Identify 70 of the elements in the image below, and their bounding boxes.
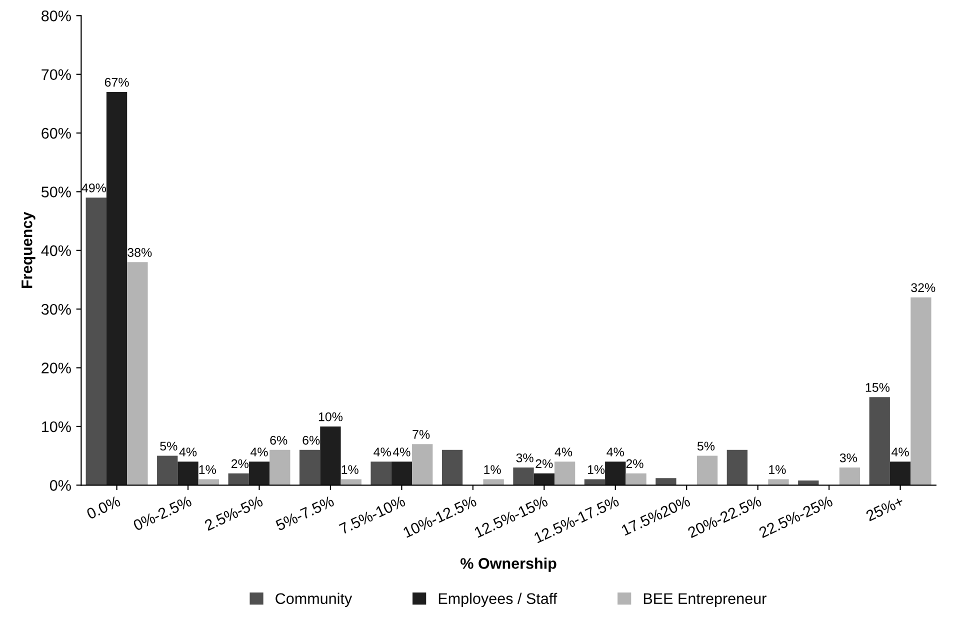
y-tick-label: 40% <box>41 245 71 256</box>
bar <box>656 478 676 486</box>
y-tick-label: 70% <box>42 69 71 80</box>
data-label: 1% <box>484 465 501 474</box>
data-label: 6% <box>302 436 320 445</box>
y-tick-label: 50% <box>41 186 71 198</box>
bar <box>127 262 148 486</box>
data-label: 3% <box>516 453 534 462</box>
bar <box>554 462 576 486</box>
bar <box>270 450 290 486</box>
bar <box>299 450 320 486</box>
data-label: 10% <box>318 412 343 422</box>
bar <box>157 456 178 486</box>
data-label: 4% <box>250 448 268 456</box>
data-label: 4% <box>179 448 197 456</box>
data-label: 6% <box>270 436 288 445</box>
data-label: 15% <box>866 383 890 392</box>
bar <box>106 92 128 486</box>
data-label: 4% <box>554 448 572 456</box>
legend-label: Employees / Staff <box>438 592 558 608</box>
bar <box>626 473 646 486</box>
data-label: 3% <box>840 453 858 462</box>
x-tick-label: 0.0% <box>86 495 122 520</box>
bar <box>370 462 392 486</box>
data-label: 5% <box>160 442 178 451</box>
x-tick-label: 25%+ <box>865 496 904 522</box>
y-axis-title: Frequency <box>22 212 36 288</box>
bar <box>726 450 748 486</box>
data-label: 67% <box>104 78 129 87</box>
bar <box>890 462 911 486</box>
data-label: 7% <box>412 430 430 439</box>
data-label: 4% <box>606 448 624 456</box>
bar <box>513 468 534 486</box>
y-tick-label: 0% <box>50 480 71 491</box>
data-label: 2% <box>231 459 248 468</box>
bar <box>391 462 412 486</box>
data-label: 4% <box>892 448 909 456</box>
bar <box>534 473 554 486</box>
y-tick-label: 60% <box>42 128 71 139</box>
data-label: 2% <box>626 459 644 468</box>
data-label: 1% <box>199 465 216 474</box>
bar <box>320 426 341 486</box>
x-axis-title: % Ownership <box>460 558 556 572</box>
data-label: 1% <box>342 465 358 474</box>
bar <box>86 198 106 486</box>
legend-label: Community <box>276 592 352 608</box>
data-label: 38% <box>128 248 152 257</box>
y-tick-label: 20% <box>42 362 71 374</box>
bar <box>248 462 270 486</box>
bar <box>910 297 932 486</box>
bar <box>869 397 890 486</box>
data-label: 1% <box>769 465 786 474</box>
bar <box>696 456 718 486</box>
data-label: 4% <box>392 448 410 456</box>
data-label: 49% <box>82 183 106 192</box>
bar <box>442 450 463 486</box>
data-label: 4% <box>374 448 391 456</box>
data-label: 1% <box>588 465 605 474</box>
bar <box>605 462 626 486</box>
y-tick-label: 30% <box>41 304 71 315</box>
bar <box>412 444 433 486</box>
bar <box>178 462 198 486</box>
y-tick-label: 10% <box>42 421 71 432</box>
y-tick-label: 80% <box>42 10 71 22</box>
data-label: 2% <box>536 459 553 468</box>
bar <box>228 473 249 486</box>
legend-label: BEE Entrepreneur <box>644 593 766 608</box>
bar <box>839 468 860 486</box>
data-label: 5% <box>697 442 715 451</box>
data-label: 32% <box>911 283 936 292</box>
